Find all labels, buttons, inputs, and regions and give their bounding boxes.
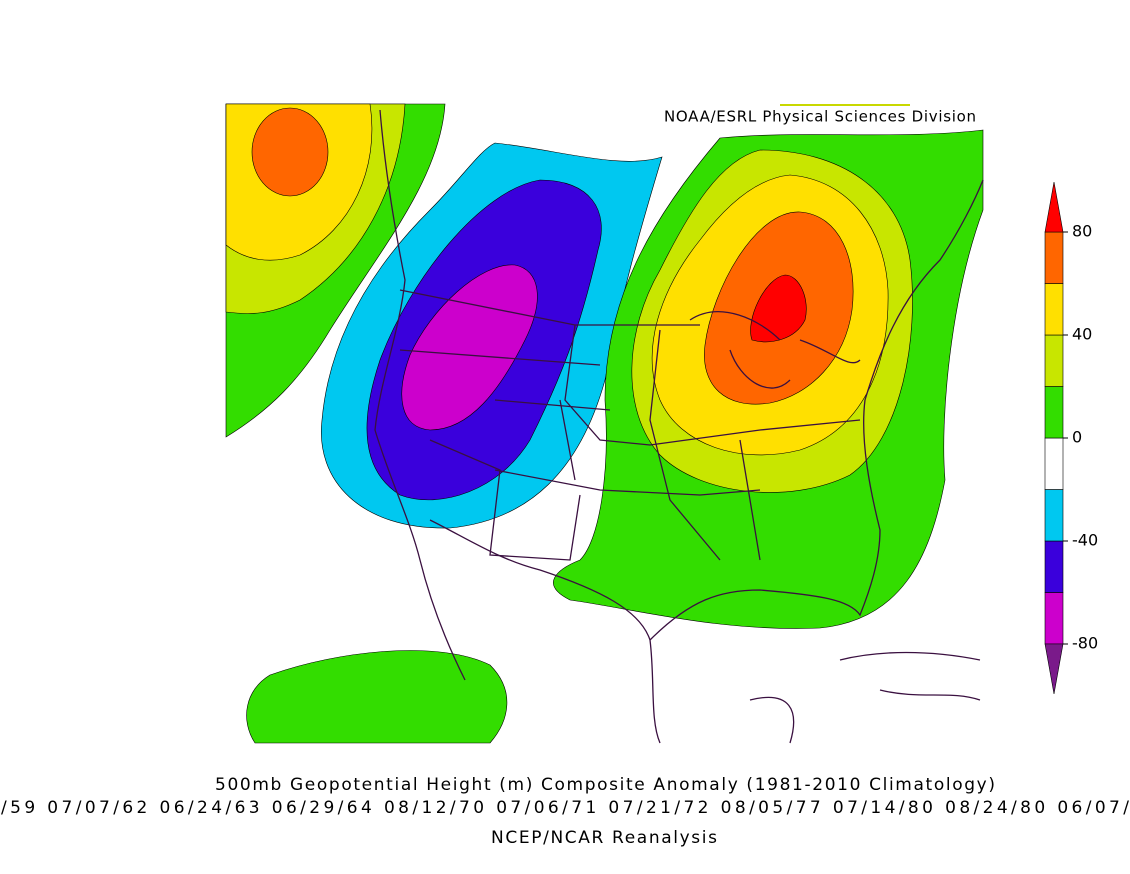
- colorbar-over: [1044, 181, 1064, 233]
- contour-fill: [251, 107, 329, 197]
- contour-fill: [401, 264, 538, 431]
- coastline: [374, 109, 466, 681]
- colorbar-tick-label: 80: [1072, 222, 1092, 241]
- colorbar: -80 -40 0 40 80: [1044, 181, 1098, 695]
- colorbar-tick-label: -40: [1072, 531, 1098, 550]
- colorbar-bin: [1044, 386, 1064, 439]
- colorbar-under: [1044, 643, 1064, 695]
- colorbar-tick-label: -80: [1072, 634, 1098, 653]
- colorbar-tick-label: 0: [1072, 428, 1082, 447]
- coastline: [429, 179, 984, 744]
- colorbar-bin: [1044, 489, 1064, 542]
- colorbar-bin: [1044, 334, 1064, 387]
- colorbar-bin: [1044, 231, 1064, 284]
- title: 500mb Geopotential Height (m) Composite …: [215, 775, 995, 795]
- caribbean: [749, 651, 981, 744]
- colorbar-bin: [1044, 283, 1064, 336]
- contour-fill: [750, 274, 807, 343]
- source: NCEP/NCAR Reanalysis: [491, 828, 717, 848]
- dates: /59 07/07/62 06/24/63 06/29/64 08/12/70 …: [1, 798, 1129, 818]
- colorbar-bin: [1044, 540, 1064, 593]
- contour-fill: [246, 650, 508, 744]
- map: [225, 103, 984, 744]
- colorbar-bin: [1044, 592, 1064, 645]
- colorbar-bin: [1044, 437, 1064, 490]
- credit: NOAA/ESRL Physical Sciences Division: [664, 108, 976, 126]
- colorbar-tick-label: 40: [1072, 325, 1092, 344]
- state-line: [399, 289, 861, 561]
- great-lakes: [689, 311, 861, 389]
